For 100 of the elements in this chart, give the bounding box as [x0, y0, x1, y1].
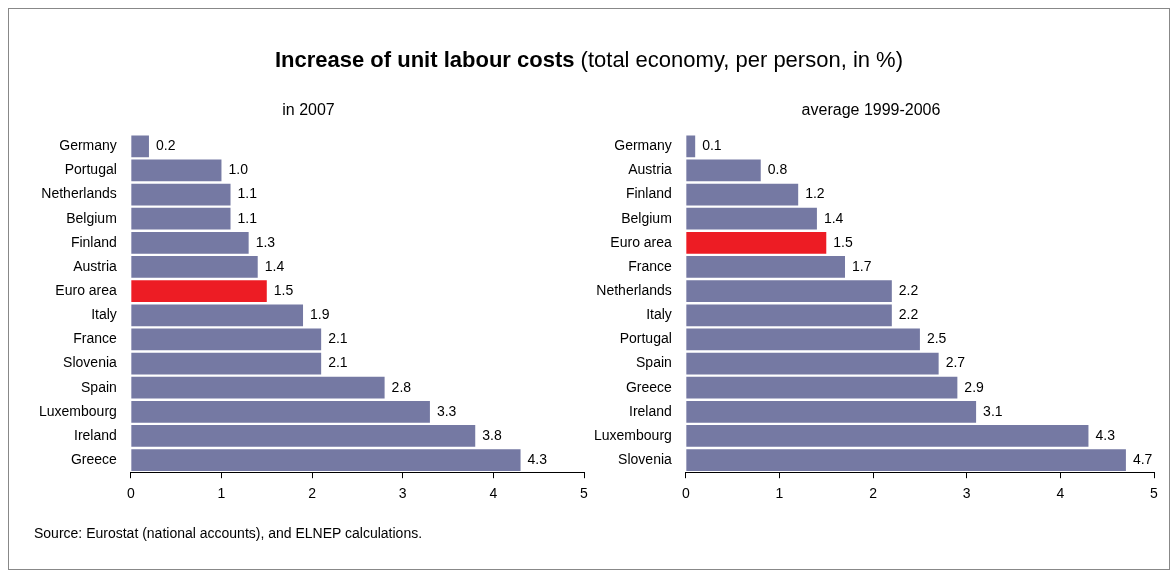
chart-title: average 1999-2006: [801, 101, 941, 119]
y-tick-label: Spain: [81, 378, 117, 395]
data-label: 1.9: [310, 306, 330, 323]
bar: [686, 183, 799, 206]
data-label: 3.8: [482, 426, 502, 443]
bar: [131, 135, 149, 158]
bar: [131, 304, 304, 327]
data-label: 1.4: [823, 209, 844, 226]
data-label: 1.1: [237, 209, 258, 226]
y-tick-label: Euro area: [610, 233, 673, 250]
bar: [131, 449, 521, 471]
y-tick-label: Germany: [59, 137, 117, 154]
bar: [686, 304, 892, 327]
x-tick-label: 1: [775, 485, 784, 502]
x-tick-label: 3: [962, 485, 971, 502]
y-tick-label: Finland: [625, 185, 672, 202]
source-note: Source: Eurostat (national accounts), and ELNEP calculations.: [34, 525, 423, 541]
data-label: 2.8: [391, 378, 412, 395]
bar: [131, 256, 258, 278]
x-tick-label: 1: [217, 485, 226, 502]
x-tick-label: 3: [398, 485, 407, 502]
bar: [686, 400, 977, 423]
data-label: 4.3: [1095, 426, 1116, 443]
y-tick-label: Spain: [636, 354, 672, 371]
bar: [686, 256, 846, 278]
data-label: 1.7: [852, 257, 872, 274]
y-tick-label: Ireland: [74, 426, 117, 443]
x-tick-label: 2: [869, 485, 878, 502]
bar: [686, 425, 1089, 447]
text: (total economy, per person, in %): [579, 47, 904, 72]
bar: [686, 328, 920, 351]
data-label: 1.5: [273, 281, 294, 298]
x-tick-label: 0: [681, 485, 690, 502]
y-tick-label: Italy: [91, 306, 117, 323]
data-label: 1.0: [228, 161, 249, 178]
bar: [686, 135, 696, 158]
y-tick-label: Austria: [73, 257, 118, 274]
data-label: 1.1: [237, 185, 258, 202]
text: Increase of unit labour costs: [274, 47, 575, 72]
data-label: 4.7: [1132, 450, 1153, 467]
bar: [131, 207, 231, 230]
bar: [686, 280, 892, 302]
y-tick-label: France: [73, 330, 118, 347]
y-tick-label: Germany: [614, 137, 672, 154]
y-tick-label: Austria: [628, 161, 673, 178]
x-tick-label: 5: [1150, 485, 1159, 502]
data-label: 2.2: [898, 281, 919, 298]
y-tick-label: France: [628, 257, 673, 274]
x-tick-label: 4: [1056, 485, 1065, 502]
data-label: 3.3: [436, 402, 457, 419]
bar: [686, 231, 827, 254]
bar: [686, 207, 817, 230]
y-tick-label: Portugal: [619, 330, 672, 347]
y-tick-label: Slovenia: [63, 354, 118, 371]
bar: [686, 449, 1126, 471]
bar: [131, 352, 322, 375]
chart-title: in 2007: [282, 101, 335, 119]
x-tick-label: 5: [580, 485, 589, 502]
data-label: 2.1: [328, 330, 348, 347]
y-tick-label: Euro area: [55, 281, 118, 298]
bar: [131, 376, 385, 399]
y-tick-label: Luxembourg: [594, 426, 672, 443]
bar: [131, 425, 476, 447]
y-tick-label: Ireland: [629, 402, 672, 419]
bar: [131, 400, 430, 423]
data-label: 4.3: [527, 450, 548, 467]
data-label: 3.1: [983, 402, 1003, 419]
bar: [131, 159, 222, 182]
y-tick-label: Netherlands: [41, 185, 117, 202]
y-tick-label: Greece: [625, 378, 673, 395]
bar: [131, 328, 322, 351]
y-tick-label: Luxembourg: [39, 402, 117, 419]
data-label: 1.3: [255, 233, 276, 250]
data-label: 0.2: [155, 137, 176, 154]
y-tick-label: Portugal: [64, 161, 117, 178]
data-label: 0.1: [702, 137, 722, 154]
data-label: 1.4: [264, 257, 285, 274]
data-label: 2.9: [964, 378, 985, 395]
bar: [686, 159, 761, 182]
data-label: 1.5: [833, 233, 853, 250]
y-tick-label: Italy: [646, 306, 672, 323]
y-tick-label: Greece: [70, 450, 118, 467]
bar: [131, 231, 249, 254]
y-tick-label: Finland: [70, 233, 117, 250]
bar: [686, 352, 939, 375]
data-label: 0.8: [767, 161, 788, 178]
data-label: 2.7: [945, 354, 966, 371]
data-label: 2.5: [926, 330, 947, 347]
y-tick-label: Slovenia: [618, 450, 673, 467]
bar: [686, 376, 958, 399]
data-label: 2.1: [328, 354, 348, 371]
y-tick-label: Belgium: [621, 209, 672, 226]
x-tick-label: 2: [308, 485, 317, 502]
y-tick-label: Belgium: [66, 209, 117, 226]
x-tick-label: 0: [126, 485, 135, 502]
data-label: 1.2: [805, 185, 825, 202]
bar: [131, 183, 231, 206]
x-tick-label: 4: [489, 485, 498, 502]
bar: [131, 280, 267, 302]
data-label: 2.2: [898, 306, 919, 323]
